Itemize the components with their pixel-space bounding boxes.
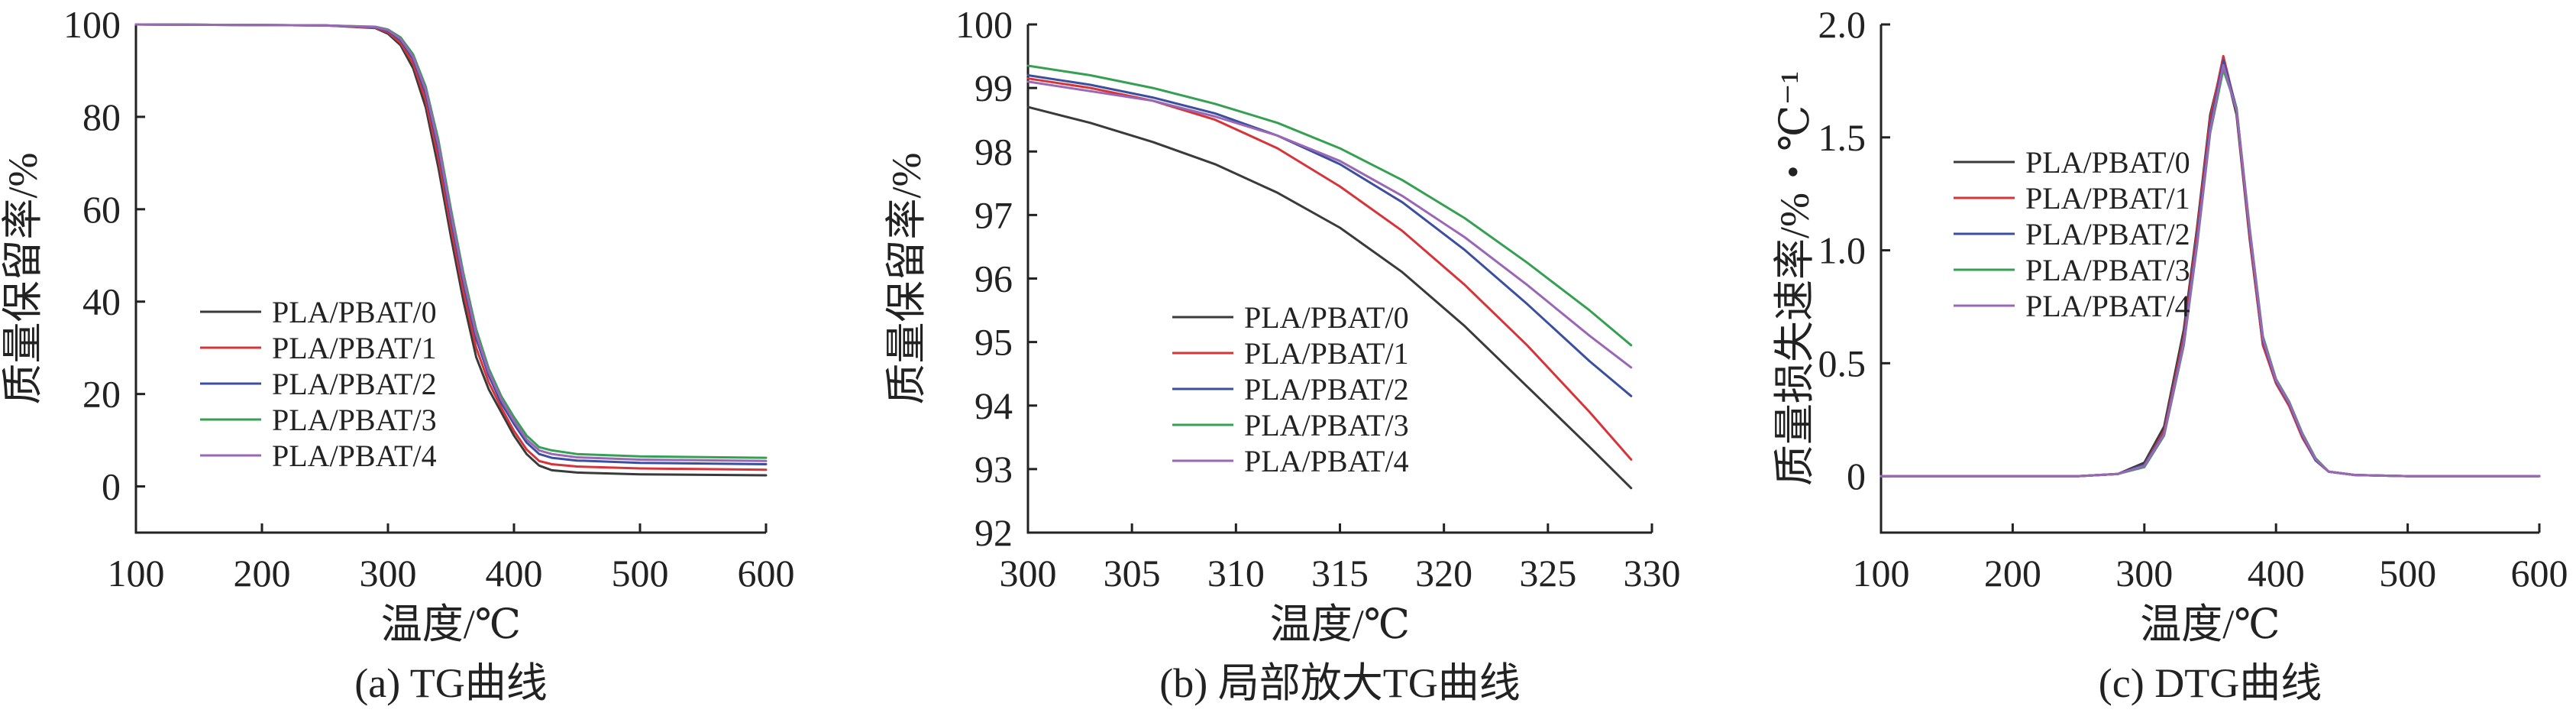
- x-tick-label: 600: [2511, 552, 2568, 595]
- legend-label-1: PLA/PBAT/1: [1244, 336, 1409, 371]
- panel-caption: (b) 局部放大TG曲线: [1159, 660, 1520, 706]
- y-tick-label: 92: [974, 511, 1013, 554]
- x-tick-label: 300: [360, 552, 417, 595]
- legend-label-1: PLA/PBAT/1: [2025, 181, 2190, 215]
- series-line-0: [134, 23, 768, 477]
- y-tick-label: 1.5: [1818, 116, 1867, 159]
- series-line-2: [1879, 59, 2541, 478]
- series-line-1: [134, 23, 768, 471]
- series-line-4: [1026, 80, 1633, 369]
- legend-label-1: PLA/PBAT/1: [272, 331, 437, 365]
- series-line-4: [134, 23, 768, 462]
- series-line-1: [1879, 54, 2541, 478]
- panel-caption: (c) DTG曲线: [2099, 660, 2322, 706]
- legend-label-4: PLA/PBAT/4: [272, 439, 437, 473]
- x-tick-label: 310: [1207, 552, 1265, 595]
- y-tick-label: 100: [955, 3, 1013, 46]
- y-tick-label: 94: [974, 384, 1013, 427]
- legend-label-3: PLA/PBAT/3: [2025, 253, 2190, 287]
- y-tick-label: 93: [974, 448, 1013, 491]
- x-tick-label: 300: [2115, 552, 2173, 595]
- y-tick-label: 0: [1847, 455, 1866, 497]
- legend-label-2: PLA/PBAT/2: [2025, 217, 2190, 251]
- x-tick-label: 400: [486, 552, 543, 595]
- y-tick-label: 80: [82, 96, 121, 138]
- legend-label-0: PLA/PBAT/0: [2025, 145, 2190, 180]
- x-tick-label: 325: [1519, 552, 1576, 595]
- x-tick-label: 320: [1415, 552, 1472, 595]
- y-axis-title: 质量保留率/%: [0, 153, 46, 405]
- x-axis-title: 温度/℃: [1270, 601, 1410, 647]
- x-tick-label: 300: [1000, 552, 1057, 595]
- series-line-3: [1026, 64, 1633, 347]
- legend-label-3: PLA/PBAT/3: [1244, 408, 1409, 442]
- series-line-0: [1026, 105, 1633, 490]
- x-tick-label: 200: [234, 552, 291, 595]
- axes-frame: [1879, 24, 2539, 534]
- x-tick-label: 100: [108, 552, 165, 595]
- x-tick-label: 200: [1984, 552, 2041, 595]
- x-tick-label: 600: [738, 552, 795, 595]
- y-tick-label: 40: [82, 280, 121, 323]
- y-tick-label: 20: [82, 373, 121, 416]
- legend-label-0: PLA/PBAT/0: [1244, 300, 1409, 335]
- y-tick-label: 96: [974, 258, 1013, 300]
- series-line-2: [134, 23, 768, 465]
- x-axis-title: 温度/℃: [381, 601, 521, 647]
- series-line-4: [1879, 63, 2541, 478]
- x-tick-label: 305: [1104, 552, 1161, 595]
- legend-label-2: PLA/PBAT/2: [272, 367, 437, 401]
- legend-label-2: PLA/PBAT/2: [1244, 372, 1409, 407]
- x-tick-label: 500: [612, 552, 669, 595]
- y-tick-label: 0: [102, 465, 121, 508]
- legend-label-3: PLA/PBAT/3: [272, 403, 437, 437]
- x-tick-label: 500: [2379, 552, 2436, 595]
- y-tick-label: 100: [63, 3, 121, 46]
- x-tick-label: 400: [2248, 552, 2305, 595]
- y-tick-label: 2.0: [1818, 3, 1867, 46]
- panel-caption: (a) TG曲线: [354, 660, 547, 706]
- y-tick-label: 95: [974, 321, 1013, 364]
- y-tick-label: 60: [82, 188, 121, 231]
- legend-label-0: PLA/PBAT/0: [272, 295, 437, 329]
- x-axis-title: 温度/℃: [2140, 601, 2280, 647]
- y-tick-label: 0.5: [1818, 342, 1867, 384]
- x-tick-label: 315: [1311, 552, 1369, 595]
- y-axis-title: 质量保留率/%: [884, 153, 929, 405]
- x-tick-label: 330: [1624, 552, 1681, 595]
- panel-a-tg-curve: 100 200 300 400 500 600 0 20 40 60 80 100 PLA/PBAT/0…: [0, 3, 795, 706]
- legend-label-4: PLA/PBAT/4: [1244, 444, 1409, 478]
- y-tick-label: 98: [974, 130, 1013, 173]
- y-tick-label: 1.0: [1818, 229, 1867, 272]
- series-line-2: [1026, 74, 1633, 397]
- y-tick-label: 97: [974, 193, 1013, 236]
- x-tick-label: 100: [1853, 552, 1910, 595]
- y-axis-title: 质量损失速率/%・℃⁻¹: [1772, 71, 1818, 486]
- y-tick-label: 99: [974, 66, 1013, 109]
- legend-label-4: PLA/PBAT/4: [2025, 289, 2190, 323]
- panel-c-dtg-curve: 100 200 300 400 500 600 0 0.5 1.0 1.5 2.0 PLA/PBAT/…: [1772, 3, 2568, 706]
- panel-b-zoomed-tg-curve: 300 305 310 315 320 325 330 92 93 94 95 96 97 98 99 100…: [884, 3, 1681, 706]
